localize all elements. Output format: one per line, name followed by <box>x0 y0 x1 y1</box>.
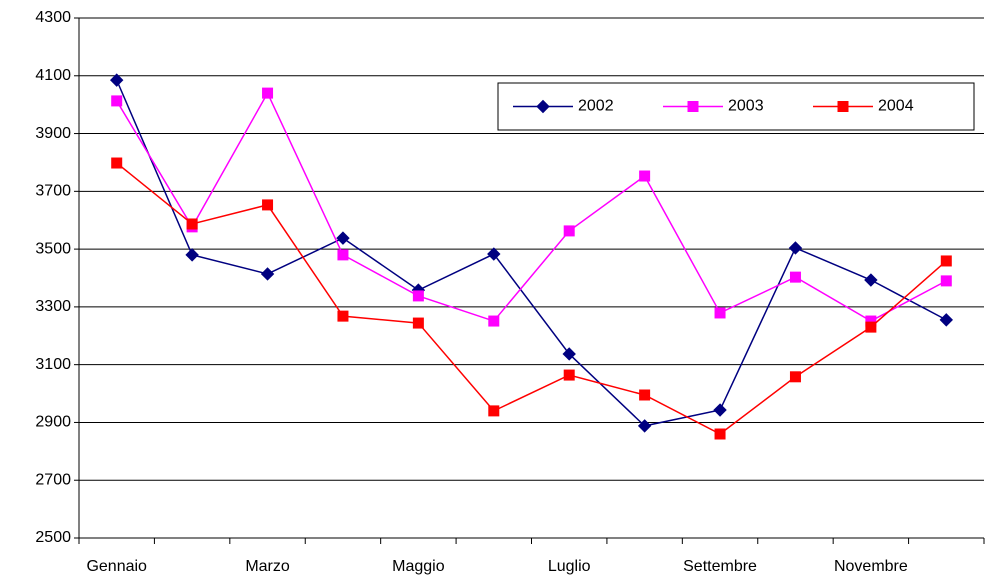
y-tick-label: 3500 <box>35 240 71 257</box>
legend-marker <box>687 101 699 112</box>
data-point <box>488 315 500 327</box>
series-line <box>116 79 947 427</box>
x-tick-label: Maggio <box>392 558 445 575</box>
data-point <box>562 347 576 361</box>
data-point <box>713 403 727 417</box>
data-point <box>337 310 349 322</box>
data-point <box>940 275 952 287</box>
data-point <box>260 267 275 281</box>
data-point <box>488 405 500 417</box>
data-point <box>412 290 424 302</box>
data-point <box>714 428 726 440</box>
series-line <box>116 91 947 322</box>
data-point <box>336 231 350 245</box>
data-point <box>262 199 274 211</box>
y-tick-label: 3100 <box>35 356 71 373</box>
legend-label: 2004 <box>878 98 914 115</box>
y-tick-label: 3700 <box>35 183 71 200</box>
data-point <box>788 241 803 255</box>
legend-label: 2003 <box>728 98 764 115</box>
x-tick-label: Marzo <box>245 558 290 575</box>
data-point <box>110 73 124 87</box>
y-tick-label: 4300 <box>35 9 71 26</box>
data-point <box>563 369 575 381</box>
series-line <box>116 162 947 435</box>
y-tick-label: 2700 <box>35 471 71 488</box>
legend-marker <box>837 101 849 112</box>
data-point <box>789 371 801 383</box>
legend-marker <box>536 99 550 114</box>
x-tick-label: Luglio <box>548 558 591 575</box>
x-tick-label: Settembre <box>683 558 757 575</box>
y-tick-label: 2900 <box>35 414 71 431</box>
legend-box <box>497 82 975 131</box>
data-point <box>487 247 501 261</box>
data-point <box>789 271 801 283</box>
data-point <box>262 87 274 99</box>
data-point <box>412 317 424 329</box>
data-point <box>714 307 726 319</box>
data-point <box>865 321 877 333</box>
data-point <box>639 170 651 182</box>
data-point <box>940 255 952 267</box>
data-point <box>637 419 652 433</box>
x-tick-label: Gennaio <box>86 558 147 575</box>
y-tick-label: 3300 <box>35 298 71 315</box>
data-point <box>186 218 198 230</box>
y-tick-label: 4100 <box>35 67 71 84</box>
data-point <box>939 313 953 327</box>
y-tick-label: 2500 <box>35 529 71 546</box>
x-tick-label: Novembre <box>834 558 908 575</box>
legend: 2002 2003 2004 <box>497 82 975 131</box>
data-point <box>111 95 123 107</box>
data-point <box>639 389 651 401</box>
data-point <box>563 225 575 237</box>
data-point <box>337 249 349 261</box>
data-point <box>864 273 878 287</box>
data-point <box>185 248 199 262</box>
data-point <box>111 157 123 169</box>
y-tick-label: 3900 <box>35 125 71 142</box>
legend-label: 2002 <box>578 98 614 115</box>
